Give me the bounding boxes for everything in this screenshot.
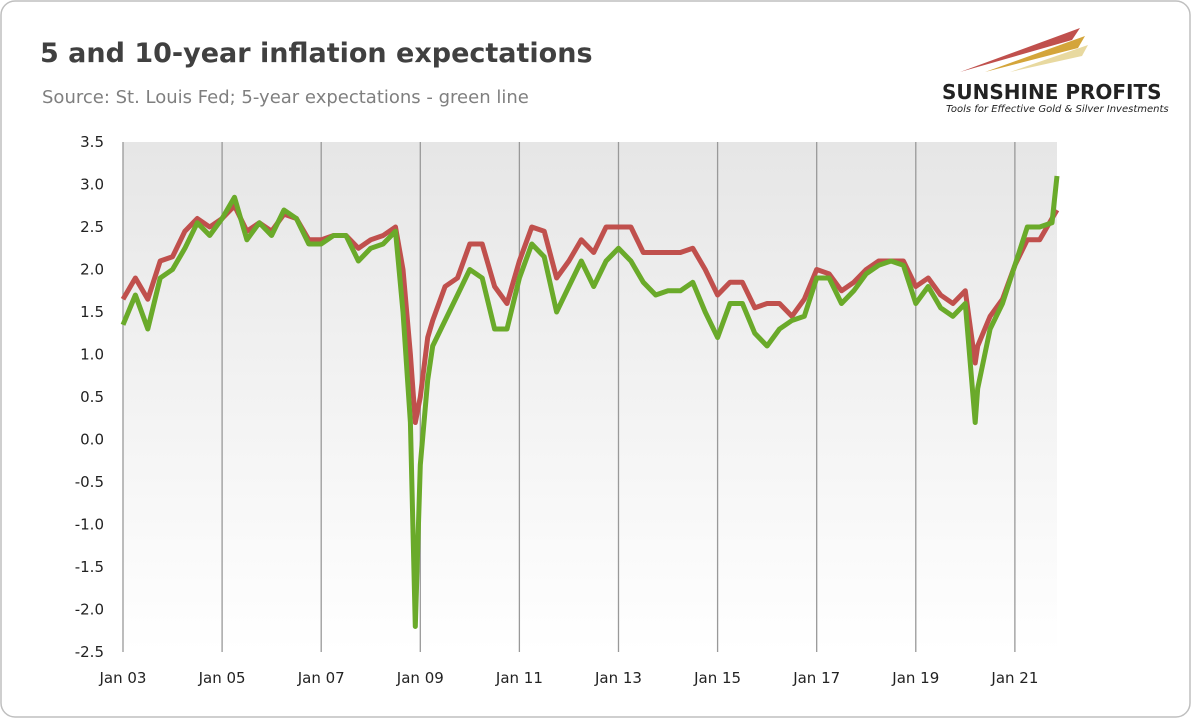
logo-tagline: Tools for Effective Gold & Silver Invest… <box>946 104 1169 115</box>
y-tick-label: 3.0 <box>80 176 104 194</box>
logo-ray <box>1010 45 1088 72</box>
y-tick-label: -2.5 <box>75 643 104 661</box>
y-tick-label: 2.5 <box>80 218 104 236</box>
x-tick-label: Jan 11 <box>495 669 543 687</box>
plot-area <box>123 142 1057 652</box>
y-tick-label: 2.0 <box>80 261 104 279</box>
y-tick-label: -2.0 <box>75 601 104 619</box>
series-line <box>120 175 1060 629</box>
x-tick-label: Jan 03 <box>99 669 147 687</box>
y-tick-label: 3.5 <box>80 133 104 151</box>
y-tick-label: 1.0 <box>80 346 104 364</box>
y-tick-label: 1.5 <box>80 303 104 321</box>
y-tick-label: -1.0 <box>75 516 104 534</box>
y-tick-label: -0.5 <box>75 473 104 491</box>
y-tick-label: 0.0 <box>80 431 104 449</box>
y-tick-label: -1.5 <box>75 558 104 576</box>
x-tick-label: Jan 09 <box>396 669 444 687</box>
chart-title: 5 and 10-year inflation expectations <box>40 38 593 69</box>
chart-subtitle: Source: St. Louis Fed; 5-year expectatio… <box>42 87 529 108</box>
x-tick-label: Jan 17 <box>792 669 840 687</box>
logo-ray <box>960 28 1080 72</box>
x-tick-label: Jan 21 <box>990 669 1038 687</box>
x-tick-label: Jan 13 <box>594 669 642 687</box>
x-tick-label: Jan 05 <box>198 669 246 687</box>
logo-ray <box>985 36 1085 72</box>
logo-name: SUNSHINE PROFITS <box>942 80 1162 104</box>
logo: SUNSHINE PROFITS Tools for Effective Gol… <box>942 28 1169 115</box>
x-tick-label: Jan 19 <box>891 669 939 687</box>
y-tick-label: 0.5 <box>80 388 104 406</box>
x-tick-label: Jan 15 <box>693 669 741 687</box>
x-tick-label: Jan 07 <box>297 669 345 687</box>
